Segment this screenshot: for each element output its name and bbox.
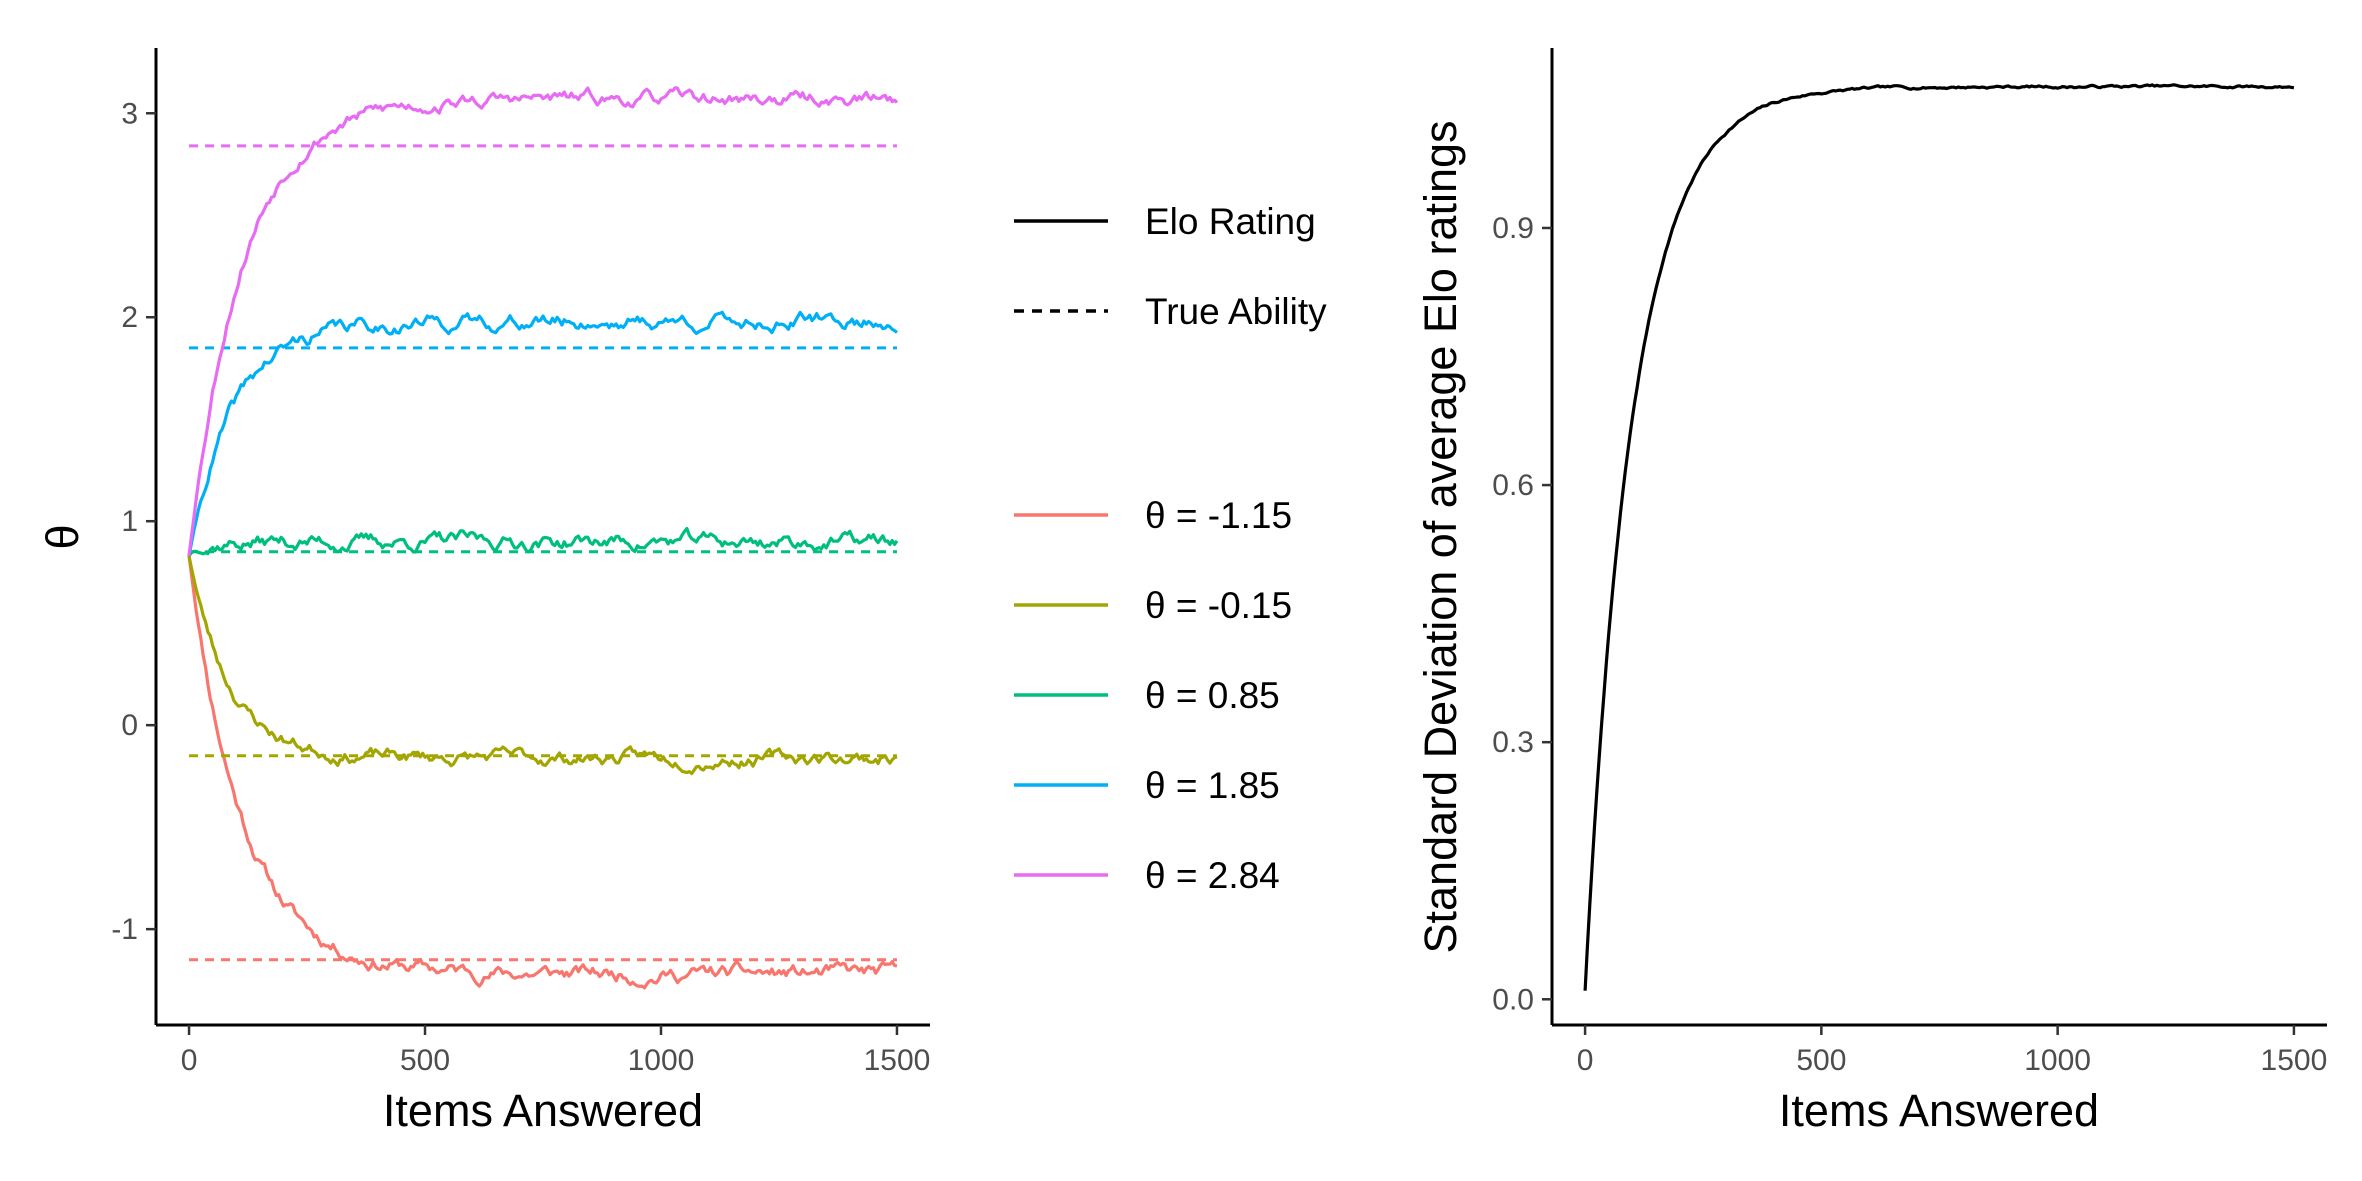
y-tick-label: 0	[121, 709, 138, 742]
theta-panel: -1 0 1 2 3 0 500 1000 1500 Items Answered θ	[37, 48, 930, 1136]
x-tick-label: 500	[400, 1044, 450, 1077]
y-tick-label: 0.6	[1492, 469, 1534, 502]
legend-label-elo-rating: Elo Rating	[1145, 201, 1316, 242]
legend-label: θ = 0.85	[1145, 675, 1280, 716]
elo-rating-line	[187, 555, 898, 990]
legend-item-theta: θ = -1.15	[1014, 495, 1292, 536]
sd-y-axis-title: Standard Deviation of average Elo rating…	[1415, 120, 1466, 953]
x-tick-label: 500	[1796, 1044, 1846, 1077]
elo-rating-line	[187, 555, 898, 776]
sd-y-ticks: 0.0 0.3 0.6 0.9	[1492, 212, 1552, 1016]
theta-y-ticks: -1 0 1 2 3	[111, 97, 156, 946]
y-tick-label: 0.3	[1492, 726, 1534, 759]
theta-lines	[187, 86, 899, 990]
legend-color-items: θ = -1.15 θ = -0.15 θ = 0.85 θ = 1.85 θ = 2.…	[1014, 495, 1292, 896]
y-tick-label: 1	[121, 505, 138, 538]
legend-label-true-ability: True Ability	[1145, 291, 1327, 332]
y-tick-label: 2	[121, 301, 138, 334]
legend-item-elo-rating: Elo Rating	[1014, 201, 1316, 242]
elo-rating-line	[1583, 83, 2295, 991]
y-tick-label: 0.9	[1492, 212, 1534, 245]
x-tick-label: 1000	[628, 1044, 695, 1077]
elo-rating-line	[187, 526, 899, 557]
legend-item-true-ability: True Ability	[1014, 291, 1327, 332]
y-tick-label: 3	[121, 97, 138, 130]
legend-label: θ = 1.85	[1145, 765, 1280, 806]
sd-x-axis-title: Items Answered	[1779, 1085, 2099, 1136]
y-tick-label: 0.0	[1492, 983, 1534, 1016]
legend-label: θ = 2.84	[1145, 855, 1280, 896]
x-tick-label: 1500	[2261, 1044, 2328, 1077]
x-tick-label: 1000	[2024, 1044, 2091, 1077]
x-tick-label: 0	[1577, 1044, 1594, 1077]
legend: Elo Rating True Ability θ = -1.15 θ = -0.…	[1014, 201, 1327, 896]
legend-item-theta: θ = 1.85	[1014, 765, 1280, 806]
elo-rating-line	[187, 310, 898, 557]
sd-panel: 0.0 0.3 0.6 0.9 0 500 1000 1500 Items Answered…	[1415, 48, 2327, 1136]
theta-y-axis-title: θ	[37, 524, 88, 549]
legend-label: θ = -0.15	[1145, 585, 1292, 626]
legend-item-theta: θ = 2.84	[1014, 855, 1280, 896]
legend-item-theta: θ = 0.85	[1014, 675, 1280, 716]
theta-x-axis-title: Items Answered	[383, 1085, 703, 1136]
sd-lines	[1583, 83, 2295, 991]
legend-item-theta: θ = -0.15	[1014, 585, 1292, 626]
sd-x-ticks: 0 500 1000 1500	[1577, 1025, 2328, 1077]
y-tick-label: -1	[111, 913, 138, 946]
x-tick-label: 0	[181, 1044, 198, 1077]
x-tick-label: 1500	[864, 1044, 931, 1077]
theta-x-ticks: 0 500 1000 1500	[181, 1025, 931, 1077]
elo-rating-line	[187, 86, 899, 557]
legend-label: θ = -1.15	[1145, 495, 1292, 536]
